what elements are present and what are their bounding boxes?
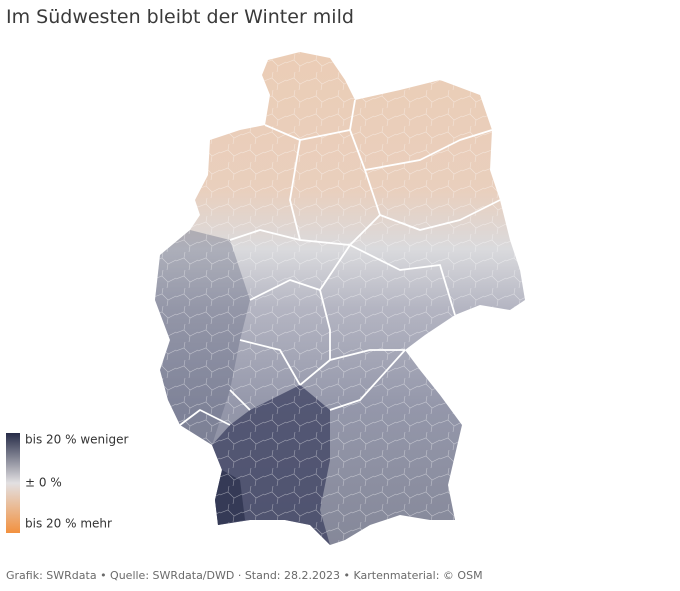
legend-label: bis 20 % mehr	[25, 517, 112, 531]
source-note: Grafik: SWRdata • Quelle: SWRdata/DWD · …	[6, 569, 483, 582]
legend: bis 20 % weniger ± 0 % bis 20 % mehr	[6, 433, 128, 533]
legend-label: bis 20 % weniger	[25, 433, 128, 447]
legend-label: ± 0 %	[25, 476, 62, 490]
germany	[155, 52, 525, 545]
map-title: Im Südwesten bleibt der Winter mild	[6, 6, 354, 28]
legend-scale	[6, 433, 20, 533]
